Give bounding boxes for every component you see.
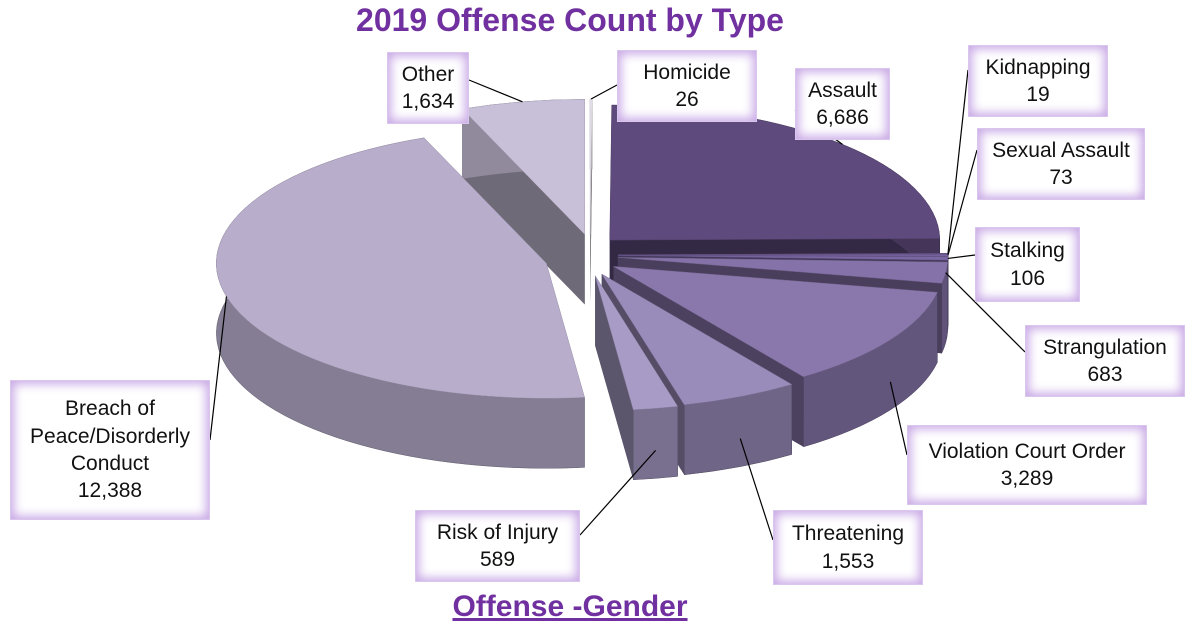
leader-line bbox=[209, 296, 228, 441]
data-label: Other 1,634 bbox=[387, 52, 469, 124]
leader-line bbox=[468, 79, 523, 103]
label-value: 19 bbox=[1026, 83, 1050, 106]
label-name: Strangulation bbox=[1043, 335, 1167, 359]
label-name: Other bbox=[401, 62, 455, 86]
label-value: 12,388 bbox=[77, 479, 143, 503]
label-value: 106 bbox=[1009, 266, 1046, 290]
leader-line bbox=[947, 149, 978, 256]
label-name: Stalking bbox=[990, 239, 1065, 263]
data-label: Homicide 26 bbox=[617, 50, 757, 122]
label-value: 1,634 bbox=[401, 90, 455, 113]
slice-top bbox=[617, 257, 948, 284]
data-label: Stalking 106 bbox=[975, 227, 1080, 302]
data-label: Kidnapping 19 bbox=[968, 45, 1108, 117]
data-label: Sexual Assault 73 bbox=[977, 128, 1145, 200]
leader-line bbox=[947, 69, 969, 254]
leader-line bbox=[889, 381, 908, 456]
label-name: Violation Court Order bbox=[928, 439, 1126, 463]
slice-top bbox=[594, 275, 679, 410]
leader-line bbox=[945, 272, 1026, 353]
data-label: Threatening 1,553 bbox=[773, 510, 923, 585]
leader-line bbox=[590, 84, 618, 100]
label-name: Breach of Peace/Disorderly Conduct bbox=[30, 397, 190, 475]
slice-top bbox=[216, 137, 585, 399]
slice-wall bbox=[595, 275, 634, 480]
label-name: Threatening bbox=[791, 522, 905, 546]
label-value: 26 bbox=[675, 88, 699, 111]
label-name: Homicide bbox=[643, 60, 731, 84]
data-label: Strangulation 683 bbox=[1025, 325, 1185, 397]
label-name: Kidnapping bbox=[985, 55, 1091, 79]
label-name: Assault bbox=[808, 78, 877, 102]
data-label: Breach of Peace/Disorderly Conduct 12,388 bbox=[10, 380, 210, 520]
data-label: Violation Court Order 3,289 bbox=[907, 425, 1147, 505]
label-value: 73 bbox=[1049, 166, 1073, 189]
leader-line bbox=[947, 254, 976, 260]
label-value: 683 bbox=[1087, 363, 1123, 386]
label-name: Sexual Assault bbox=[992, 138, 1130, 162]
chart-subtitle: Offense -Gender bbox=[452, 590, 688, 623]
label-name: Risk of Injury bbox=[436, 520, 559, 544]
leader-line bbox=[739, 438, 774, 541]
data-label: Assault 6,686 bbox=[795, 68, 890, 140]
label-value: 6,686 bbox=[816, 106, 869, 129]
slice-top bbox=[613, 266, 938, 378]
label-value: 1,553 bbox=[821, 549, 875, 573]
slice-top bbox=[601, 273, 793, 406]
data-label: Risk of Injury 589 bbox=[415, 510, 580, 582]
label-value: 589 bbox=[479, 548, 516, 571]
leader-line bbox=[579, 449, 657, 536]
label-value: 3,289 bbox=[1000, 467, 1054, 490]
chart-title: 2019 Offense Count by Type bbox=[356, 2, 784, 38]
slice-top bbox=[609, 104, 940, 241]
